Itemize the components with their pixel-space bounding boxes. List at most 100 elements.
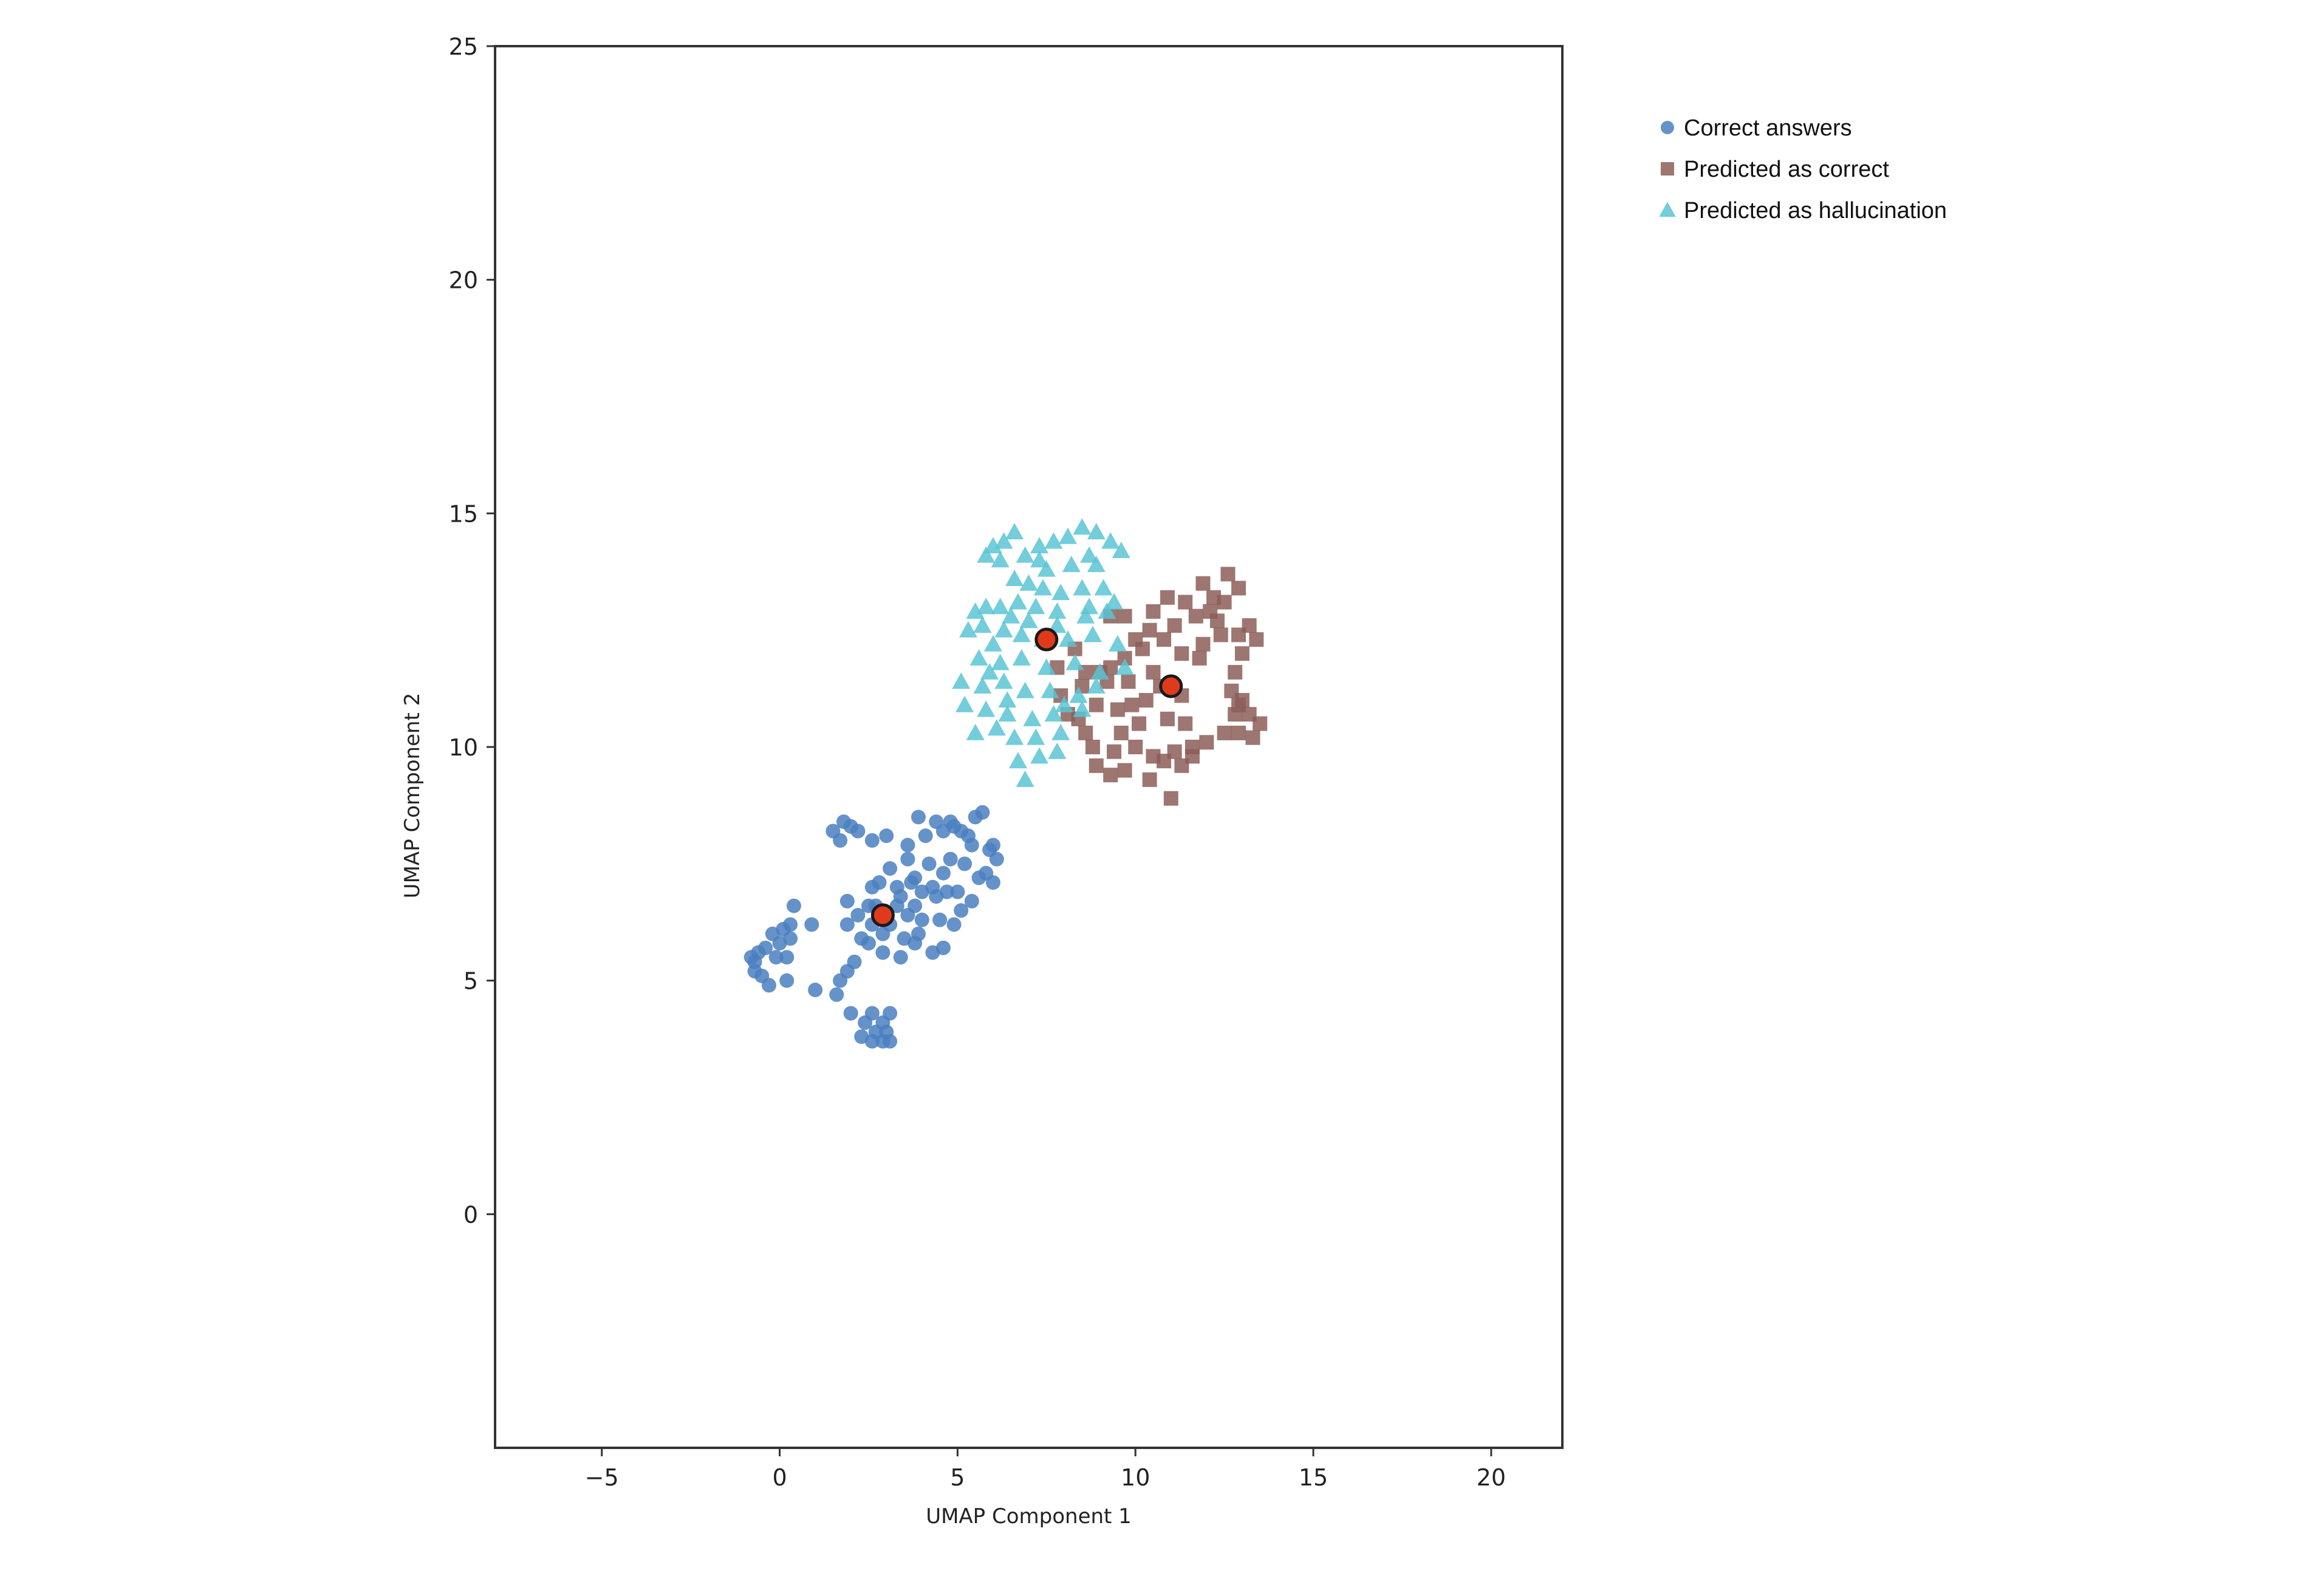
data-point — [956, 695, 974, 712]
data-point — [1121, 674, 1136, 689]
data-point — [959, 621, 977, 638]
data-point — [768, 950, 784, 965]
data-point — [1105, 593, 1124, 610]
data-point — [879, 1025, 894, 1040]
data-point — [1146, 604, 1161, 619]
data-point — [839, 917, 855, 932]
data-point — [1048, 616, 1067, 633]
data-point — [1242, 618, 1257, 633]
data-point — [1089, 697, 1104, 712]
y-tick-label: 0 — [463, 1201, 478, 1228]
data-point — [1231, 725, 1246, 740]
data-point — [952, 672, 971, 689]
data-point — [1108, 635, 1127, 652]
data-point — [1178, 716, 1193, 731]
data-point — [991, 551, 1010, 568]
data-point — [1027, 598, 1045, 615]
data-point — [991, 598, 1010, 615]
data-point — [973, 677, 992, 694]
data-point — [989, 851, 1004, 867]
x-tick-label: 0 — [772, 1464, 787, 1491]
data-point — [1062, 555, 1081, 572]
data-point — [1192, 650, 1207, 666]
data-point — [1146, 749, 1161, 764]
data-point — [1078, 725, 1093, 740]
data-point — [966, 602, 985, 619]
data-point — [1080, 598, 1099, 615]
legend-label: Correct answers — [1684, 115, 1852, 141]
data-point — [1073, 518, 1092, 535]
plot-frame — [494, 45, 1564, 1449]
legend-marker — [1661, 162, 1674, 176]
axes: −5 0 5 10 15 20 0 5 10 15 20 25 — [449, 33, 1564, 1491]
data-point — [1188, 609, 1203, 624]
data-point — [1051, 723, 1070, 740]
data-point — [1098, 602, 1116, 619]
data-point — [779, 973, 795, 988]
data-point — [1058, 527, 1077, 544]
data-point — [804, 917, 819, 932]
legend-item: Correct answers — [1661, 115, 1852, 141]
data-point — [1012, 649, 1031, 666]
data-point — [875, 945, 891, 960]
data-point — [772, 936, 787, 951]
data-point — [1228, 664, 1243, 680]
data-point — [994, 532, 1013, 549]
data-point — [1195, 576, 1211, 591]
centroid-point — [1034, 627, 1059, 652]
data-point — [935, 865, 951, 881]
data-point — [1163, 791, 1178, 806]
data-point — [1085, 740, 1100, 754]
data-point — [966, 723, 985, 740]
data-point — [1073, 700, 1092, 717]
data-point — [1132, 716, 1147, 731]
data-point — [904, 875, 919, 890]
data-point — [861, 936, 876, 951]
data-point — [1087, 677, 1106, 694]
data-point — [1019, 574, 1038, 591]
data-point — [864, 1006, 880, 1021]
data-point — [1048, 742, 1067, 759]
data-point — [1033, 579, 1052, 596]
data-point — [969, 649, 988, 666]
data-point — [1048, 602, 1067, 619]
centroid-point — [870, 903, 895, 927]
data-point — [900, 851, 915, 867]
data-point — [977, 598, 996, 615]
data-point — [893, 950, 908, 965]
data-point — [1220, 567, 1236, 582]
data-point — [1076, 607, 1095, 624]
data-point — [1174, 646, 1189, 661]
data-point — [1217, 725, 1232, 740]
data-point — [911, 810, 926, 825]
data-point — [983, 635, 1002, 652]
data-point — [964, 893, 979, 909]
data-point — [954, 903, 969, 918]
data-point — [994, 672, 1013, 689]
data-point — [998, 691, 1017, 708]
data-point — [1228, 707, 1243, 722]
data-point — [994, 621, 1013, 638]
data-point — [875, 926, 891, 941]
data-point — [1249, 632, 1264, 647]
data-point — [833, 973, 848, 988]
legend: Correct answers Predicted as correct Predi… — [1659, 115, 1947, 223]
data-point — [1217, 595, 1232, 610]
data-point — [918, 828, 933, 844]
data-point — [1107, 744, 1122, 759]
data-point — [1124, 697, 1140, 712]
data-point — [1019, 612, 1038, 629]
legend-label: Predicted as correct — [1684, 157, 1889, 182]
data-point — [868, 1025, 883, 1040]
data-point — [1115, 658, 1134, 675]
data-point — [1135, 641, 1150, 656]
data-point — [808, 983, 823, 998]
data-point — [850, 824, 866, 839]
data-point — [987, 719, 1006, 736]
data-point — [1160, 711, 1175, 726]
data-point — [1117, 763, 1132, 778]
data-point — [1002, 607, 1021, 624]
data-point — [839, 893, 855, 909]
data-point — [1012, 626, 1031, 643]
data-point — [1142, 622, 1157, 638]
